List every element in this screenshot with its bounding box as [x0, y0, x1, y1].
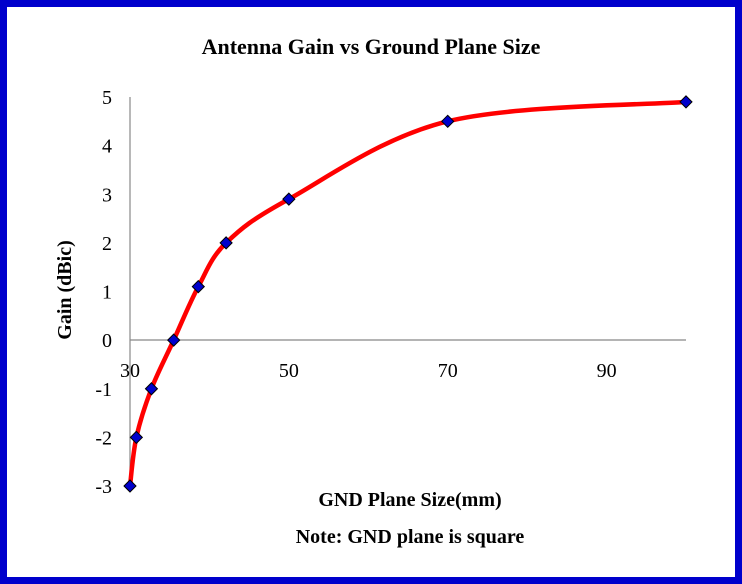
data-point-marker: [144, 382, 159, 396]
x-tick-label: 70: [438, 360, 458, 382]
x-axis-note: Note: GND plane is square: [296, 526, 525, 548]
y-tick-label: 3: [102, 184, 112, 206]
axes: [129, 97, 686, 486]
y-tick-label: 5: [102, 87, 112, 109]
y-tick-label: 4: [102, 136, 112, 158]
data-point-marker: [123, 479, 137, 493]
data-point-marker: [129, 430, 144, 445]
x-tick-label: 30: [120, 360, 140, 382]
y-tick-label: -3: [95, 476, 112, 498]
data-point-marker: [191, 279, 206, 294]
data-point-marker: [166, 333, 181, 347]
y-tick-label: -1: [95, 379, 112, 401]
y-tick-label: -2: [95, 427, 112, 449]
data-point-marker: [219, 236, 233, 250]
x-tick-labels: 30 50 70 90: [120, 360, 617, 382]
chart-title: Antenna Gain vs Ground Plane Size: [202, 34, 541, 59]
data-point-marker: [441, 114, 455, 129]
y-tick-label: 2: [102, 233, 112, 255]
data-markers: [123, 95, 693, 493]
x-tick-label: 50: [279, 360, 299, 382]
y-tick-label: 1: [102, 282, 112, 304]
y-axis-label: Gain (dBic): [54, 240, 76, 339]
gain-curve: [127, 99, 689, 489]
y-tick-labels: 5 4 3 2 1 0 -1 -2 -3: [95, 87, 112, 498]
x-axis-label: GND Plane Size(mm): [318, 489, 501, 511]
data-point-marker: [282, 192, 296, 206]
data-point-marker: [679, 95, 693, 109]
x-tick-label: 90: [597, 360, 617, 382]
y-tick-label: 0: [102, 330, 112, 352]
